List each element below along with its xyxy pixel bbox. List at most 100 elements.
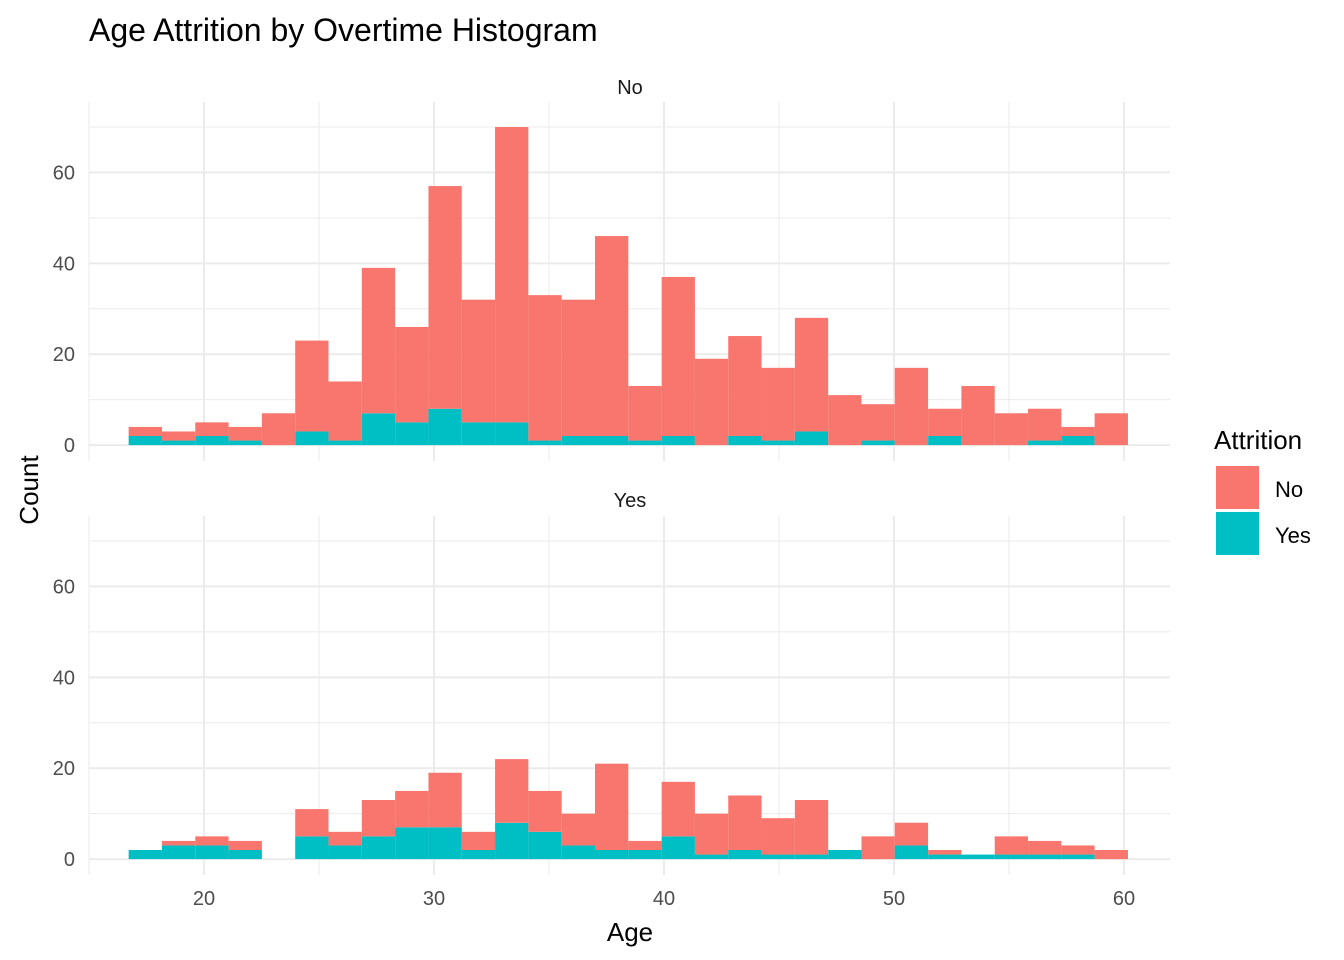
bar-no <box>1061 426 1095 437</box>
bar-yes <box>794 431 829 446</box>
bar-no <box>994 836 1029 855</box>
bar-yes <box>128 436 162 446</box>
bar-no <box>861 836 895 860</box>
bar-yes <box>861 440 895 446</box>
bar-no <box>1061 845 1095 855</box>
y-tick-label: 20 <box>53 344 75 366</box>
chart-title: Age Attrition by Overtime Histogram <box>89 12 598 48</box>
x-tick-label: 40 <box>653 888 675 910</box>
bar-no <box>528 295 562 441</box>
bar-yes <box>195 436 229 446</box>
bar-no <box>1028 408 1062 441</box>
bar-no <box>894 822 929 846</box>
bar-yes <box>161 845 196 860</box>
bar-no <box>261 413 296 446</box>
bar-no <box>328 831 362 846</box>
y-tick-label: 60 <box>53 576 75 598</box>
bar-yes <box>694 854 729 860</box>
bar-no <box>595 236 629 437</box>
bar-no <box>228 840 262 851</box>
bar-yes <box>161 440 196 446</box>
bar-yes <box>395 422 429 446</box>
bar-yes <box>461 422 496 446</box>
bar-yes <box>228 850 262 860</box>
bar-no <box>628 386 662 441</box>
bar-no <box>195 422 229 437</box>
bar-yes <box>794 854 829 860</box>
bar-no <box>861 404 895 441</box>
panels: No 0 20 40 60 Yes 0 20 40 60 20 30 40 50 60 <box>53 77 1170 910</box>
facet-panel-yes: Yes 0 20 40 60 <box>53 490 1170 875</box>
bar-yes <box>528 440 562 446</box>
bar-no <box>1094 413 1128 446</box>
bar-no <box>495 759 529 823</box>
bar-no <box>694 358 729 446</box>
bar-no <box>128 426 162 437</box>
bar-no <box>561 813 595 846</box>
bar-no <box>395 326 429 423</box>
bar-yes <box>295 836 329 860</box>
bar-no <box>328 381 362 441</box>
bar-no <box>161 431 196 441</box>
bar-no <box>1094 850 1128 860</box>
legend-key-yes <box>1216 512 1259 555</box>
y-tick-label: 20 <box>53 758 75 780</box>
bar-yes <box>728 850 762 860</box>
bar-no <box>628 840 662 851</box>
bar-yes <box>128 850 162 860</box>
bar-no <box>395 790 429 828</box>
bar-no <box>561 299 595 437</box>
bar-yes <box>328 440 362 446</box>
bar-yes <box>461 850 496 860</box>
bar-no <box>295 809 329 837</box>
bar-no <box>595 763 629 851</box>
bar-no <box>761 818 795 855</box>
bar-yes <box>361 836 396 860</box>
bar-yes <box>1061 436 1095 446</box>
bar-yes <box>561 845 595 860</box>
bar-yes <box>661 836 695 860</box>
bar-yes <box>661 436 695 446</box>
y-tick-label: 0 <box>64 435 75 457</box>
bar-yes <box>628 850 662 860</box>
bar-no <box>894 367 929 446</box>
bar-no <box>794 800 829 855</box>
bar-no <box>728 336 762 437</box>
bar-no <box>428 772 462 828</box>
bar-no <box>828 395 862 446</box>
y-tick-label: 60 <box>53 162 75 184</box>
bar-no <box>195 836 229 846</box>
y-tick-label: 40 <box>53 253 75 275</box>
bar-no <box>928 850 962 855</box>
x-tick-label: 50 <box>883 888 905 910</box>
bar-no <box>161 840 196 846</box>
bar-no <box>794 317 829 432</box>
facet-strip-label: Yes <box>614 490 647 512</box>
legend-key-no <box>1216 466 1259 509</box>
bar-no <box>928 408 962 437</box>
bar-yes <box>728 436 762 446</box>
legend-title: Attrition <box>1214 425 1302 455</box>
x-axis-title: Age <box>607 917 653 947</box>
bar-no <box>295 340 329 432</box>
legend-label-no: No <box>1275 477 1303 502</box>
bar-yes <box>994 854 1029 860</box>
bar-yes <box>628 440 662 446</box>
bar-yes <box>295 431 329 446</box>
y-axis-title: Count <box>14 455 44 525</box>
bar-no <box>694 813 729 855</box>
bar-no <box>461 299 496 423</box>
x-tick-label: 20 <box>193 888 215 910</box>
facet-strip-label: No <box>617 77 643 99</box>
bar-yes <box>761 854 795 860</box>
bar-yes <box>595 850 629 860</box>
bar-yes <box>1061 854 1095 860</box>
bar-no <box>761 367 795 441</box>
bar-yes <box>828 850 862 860</box>
bar-yes <box>928 436 962 446</box>
bar-no <box>461 831 496 851</box>
bar-no <box>361 267 396 414</box>
bar-yes <box>228 440 262 446</box>
bar-yes <box>495 422 529 446</box>
